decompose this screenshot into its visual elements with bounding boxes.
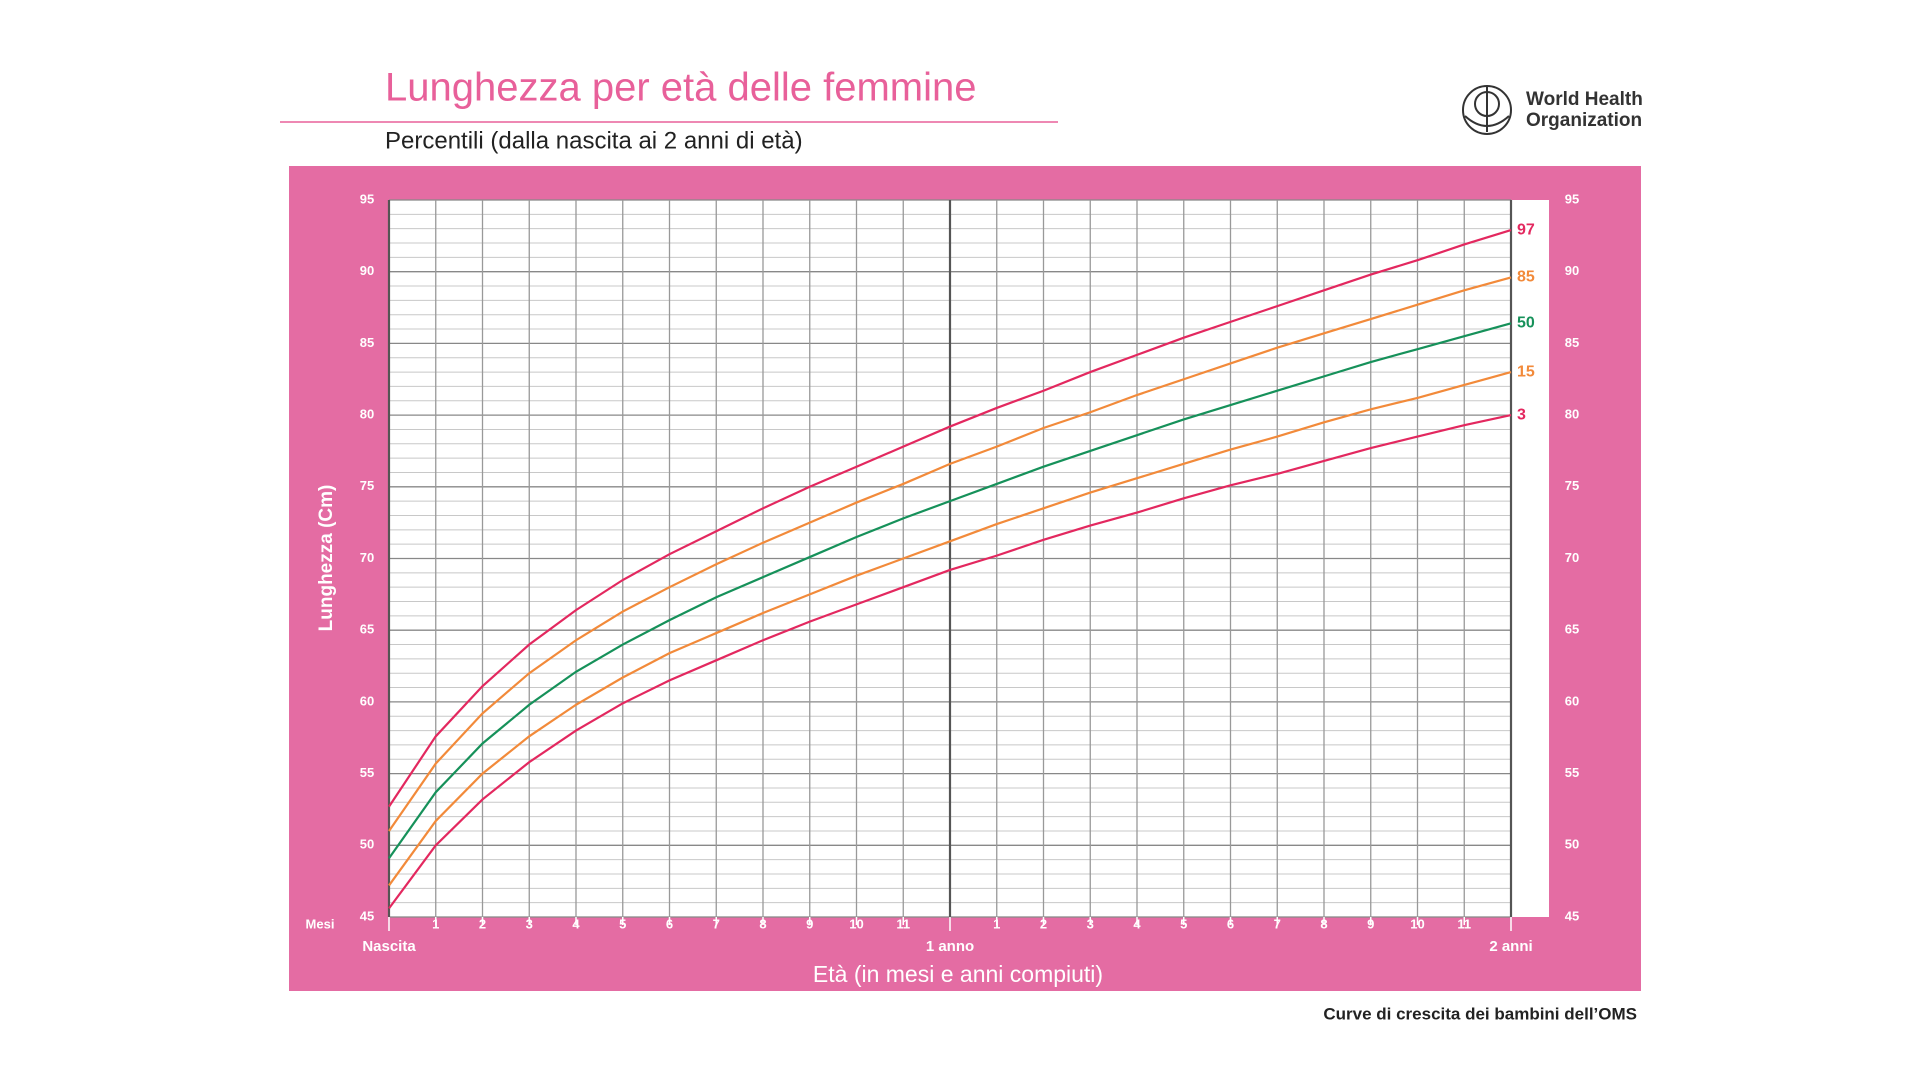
x-tick-label: 8 [759,916,766,931]
percentile-line [388,371,1512,887]
x-tick-label: 6 [666,916,673,931]
x-tick-label: 2 [479,916,486,931]
y-tick-label-right: 90 [1565,263,1579,278]
x-tick-label: 3 [526,916,533,931]
y-tick-label-right: 55 [1565,765,1579,780]
x-tick-label: 7 [1274,916,1281,931]
x-tick-label: 11 [1457,916,1471,931]
y-tick-label: 70 [360,550,374,565]
x-unit-label: Mesi [306,916,335,931]
y-tick-label-right: 75 [1565,478,1579,493]
y-tick-label-right: 80 [1565,407,1579,422]
y-tick-label-right: 65 [1565,622,1579,637]
x-tick-label: 5 [1180,916,1187,931]
x-tick-label: 11 [896,916,910,931]
x-tick-label: 9 [1367,916,1374,931]
y-tick-label: 75 [360,478,374,493]
chart-title: Lunghezza per età delle femmine [385,66,976,110]
series-label: 97 [1517,221,1535,238]
x-tick-label: 4 [572,916,580,931]
y-tick-label-right: 95 [1565,191,1579,206]
who-emblem [1462,85,1512,135]
org-name: Organization [1526,110,1642,131]
y-tick-label: 65 [360,622,374,637]
x-tick-label: 8 [1320,916,1327,931]
y-tick-label: 95 [360,191,374,206]
x-axis-label: Età (in mesi e anni compiuti) [813,961,1103,987]
x-tick-label: 6 [1227,916,1234,931]
x-tick-label: 2 [1040,916,1047,931]
percentile-line [388,322,1512,859]
x-major-tick-label: Nascita [362,938,416,955]
x-tick-label: 10 [1410,916,1424,931]
x-tick-label: 5 [619,916,626,931]
x-tick-label: 9 [806,916,813,931]
y-tick-label-right: 50 [1565,837,1579,852]
percentile-line [388,414,1512,910]
y-tick-label: 85 [360,335,374,350]
percentile-line [388,276,1512,832]
y-tick-label: 80 [360,407,374,422]
x-tick-label: 10 [849,916,863,931]
percentile-line [388,229,1512,808]
y-tick-label: 45 [360,908,374,923]
y-axis-label: Lunghezza (Cm) [316,485,337,632]
series-label: 50 [1517,315,1535,332]
x-tick-label: 7 [713,916,720,931]
y-tick-label: 55 [360,765,374,780]
y-tick-label: 50 [360,837,374,852]
y-tick-label: 60 [360,693,374,708]
x-tick-label: 1 [993,916,1000,931]
org-name: World Health [1526,89,1643,110]
y-tick-label-right: 85 [1565,335,1579,350]
series-label: 85 [1517,269,1535,286]
x-tick-label: 1 [432,916,439,931]
y-tick-label-right: 45 [1565,908,1579,923]
footer: Curve di crescita dei bambini dell’OMS [1323,1004,1637,1023]
chart-subtitle: Percentili (dalla nascita ai 2 anni di e… [385,127,803,154]
y-tick-label: 90 [360,263,374,278]
x-tick-label: 4 [1133,916,1141,931]
series-label: 15 [1517,363,1535,380]
y-tick-label-right: 70 [1565,550,1579,565]
y-tick-label-right: 60 [1565,693,1579,708]
x-major-tick-label: 1 anno [926,938,974,955]
series-label: 3 [1517,406,1526,423]
x-tick-label: 3 [1087,916,1094,931]
x-major-tick-label: 2 anni [1489,938,1532,955]
